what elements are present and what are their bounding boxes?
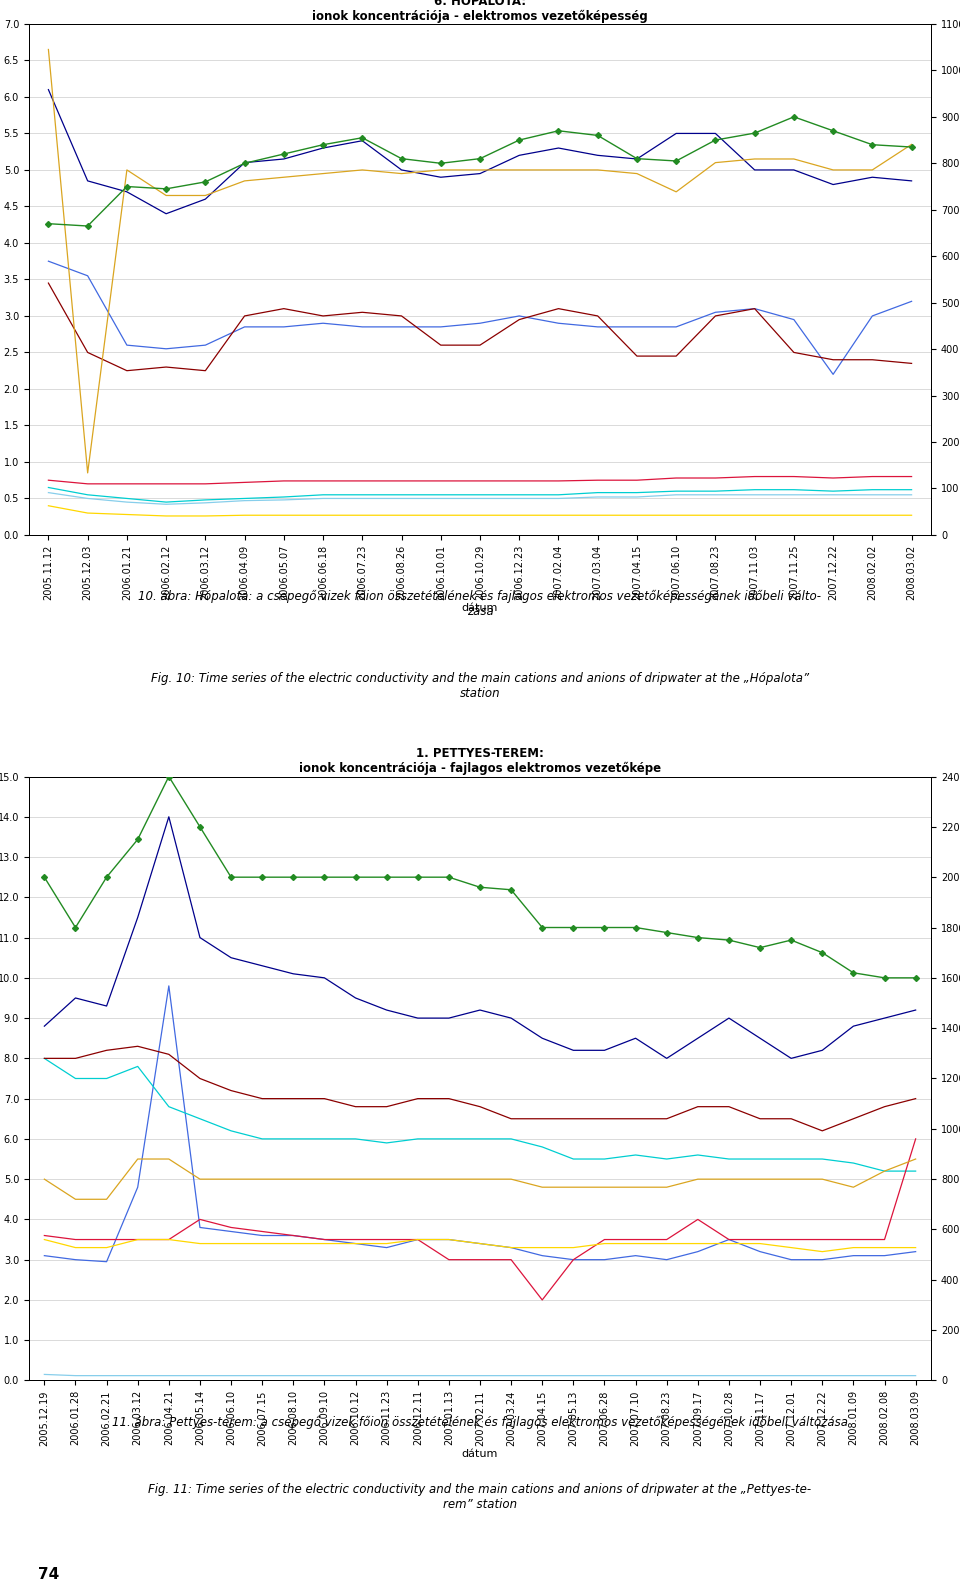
Text: Fig. 10: Time series of the electric conductivity and the main cations and anion: Fig. 10: Time series of the electric con… xyxy=(151,671,809,700)
Text: 74: 74 xyxy=(38,1568,60,1582)
Text: Fig. 11: Time series of the electric conductivity and the main cations and anion: Fig. 11: Time series of the electric con… xyxy=(149,1483,811,1510)
Title: 1. PETTYES-TEREM:
ionok koncentrációja - fajlagos elektromos vezetőképe: 1. PETTYES-TEREM: ionok koncentrációja -… xyxy=(299,746,661,775)
Title: 6. HÓPALOTA:
ionok koncentrációja - elektromos vezetőképesség: 6. HÓPALOTA: ionok koncentrációja - elek… xyxy=(312,0,648,22)
Text: 10. ábra: Hópalota: a csepegő vizek főion összetételének és fajlagos elektromos : 10. ábra: Hópalota: a csepegő vizek főio… xyxy=(138,590,822,619)
X-axis label: dátum: dátum xyxy=(462,603,498,612)
X-axis label: dátum: dátum xyxy=(462,1448,498,1458)
Text: 11. ábra: Pettyes-terem: a csepegő vizek főion összetételének és fajlagos elektr: 11. ábra: Pettyes-terem: a csepegő vizek… xyxy=(112,1416,848,1429)
